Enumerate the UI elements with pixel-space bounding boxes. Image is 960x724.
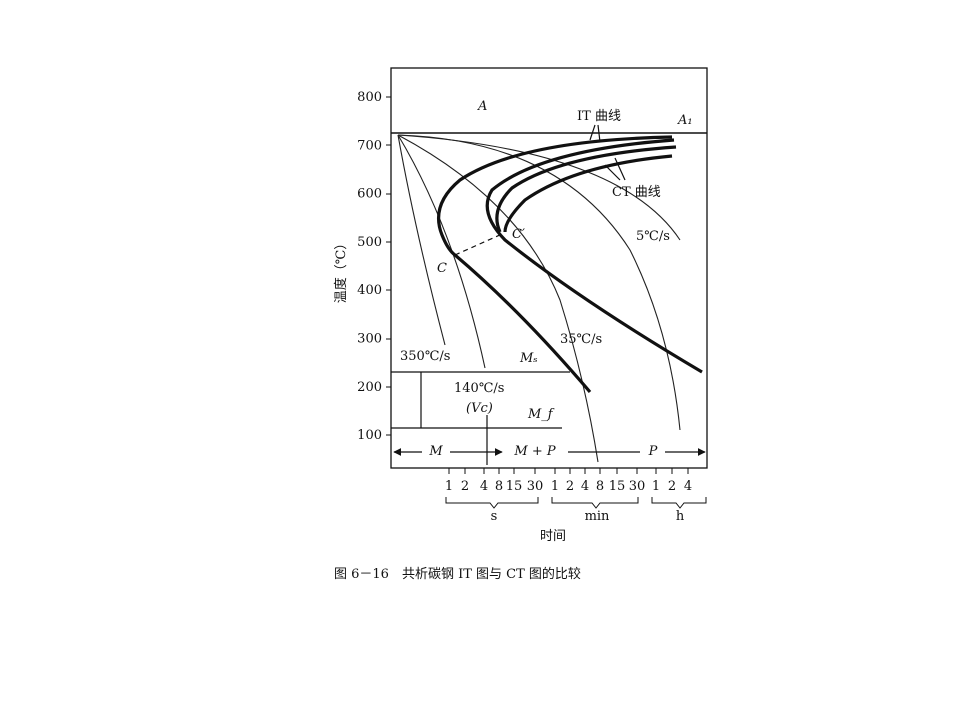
x-tick-label: 4	[581, 479, 589, 494]
x-axis-label: 时间	[540, 529, 566, 544]
label: CT 曲线	[612, 185, 661, 200]
y-tick-label: 200	[357, 380, 382, 395]
label: Mₛ	[519, 351, 538, 366]
y-ticks	[386, 96, 391, 436]
region-label: M	[428, 444, 443, 459]
region-label: M + P	[513, 444, 555, 459]
y-tick-labels: 800 700 600 500 400 300 200 100	[357, 90, 382, 443]
label: 35℃/s	[560, 332, 602, 347]
y-tick-label: 600	[357, 187, 382, 202]
x-tick-label: 2	[566, 479, 574, 494]
transformation-curves	[437, 124, 703, 394]
unit-braces	[445, 497, 707, 509]
unit: s	[491, 509, 498, 524]
x-tick-label: 1	[551, 479, 559, 494]
y-tick-label: 400	[357, 283, 382, 298]
label: 5℃/s	[636, 229, 670, 244]
label: A	[477, 99, 487, 114]
x-tick-label: 8	[495, 479, 503, 494]
label: 140℃/s	[454, 381, 504, 396]
y-tick-label: 300	[357, 332, 382, 347]
x-tick-label: 2	[461, 479, 469, 494]
y-tick-label: 100	[357, 428, 382, 443]
y-tick-label: 800	[357, 90, 382, 105]
frame	[390, 67, 708, 469]
x-tick-label: 15	[609, 479, 626, 494]
unit: min	[585, 509, 610, 524]
x-tick-label: 15	[506, 479, 523, 494]
x-tick-label: 1	[652, 479, 660, 494]
x-tick-label: 4	[480, 479, 488, 494]
y-axis-label: 温度（℃）	[333, 237, 349, 304]
caption: 图 6－16 共析碳钢 IT 图与 CT 图的比较	[334, 566, 581, 582]
unit: h	[676, 509, 685, 524]
label: C′	[512, 227, 525, 242]
x-tick-label: 2	[668, 479, 676, 494]
region-label: P	[648, 444, 658, 459]
x-tick-label: 1	[445, 479, 453, 494]
y-tick-label: 700	[357, 138, 382, 153]
label: IT 曲线	[577, 109, 621, 124]
label: (Vc)	[466, 401, 493, 416]
x-tick-label: 4	[684, 479, 692, 494]
cooling-curves	[397, 134, 681, 463]
label: M_f	[527, 407, 555, 422]
label: C	[437, 261, 447, 276]
x-tick-labels: 1 2 4 8 15 30 1 2 4 8 15 30 1 2 4	[445, 468, 692, 494]
y-tick-label: 500	[357, 235, 382, 250]
x-tick-label: 30	[527, 479, 544, 494]
x-tick-label: 30	[629, 479, 646, 494]
label: A₁	[677, 113, 693, 128]
label: 350℃/s	[400, 349, 450, 364]
x-tick-label: 8	[596, 479, 604, 494]
